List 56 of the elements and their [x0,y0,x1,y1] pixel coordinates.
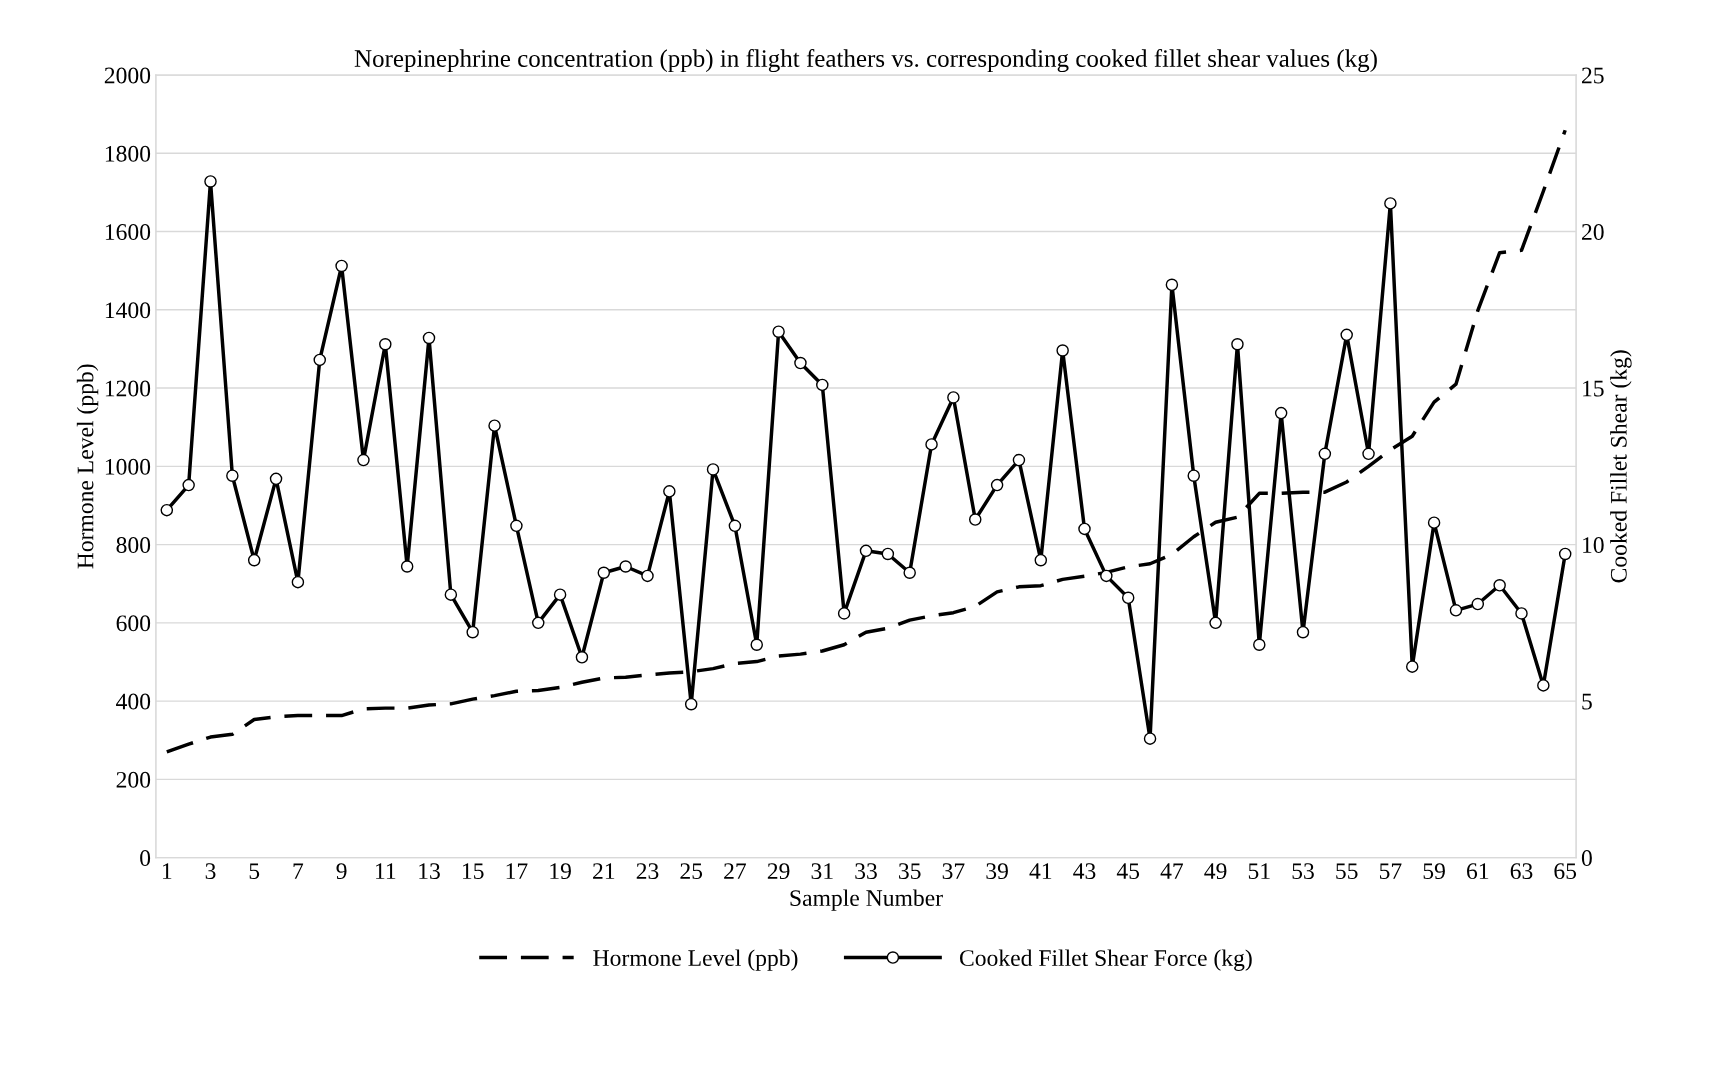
x-tick-label: 41 [1029,863,1052,879]
y-tick-label: 200 [116,771,151,788]
y2-tick-label: 5 [1582,693,1592,710]
y-tick-label: 2000 [104,67,151,84]
legend-label: Cooked Fillet Shear Force (kg) [959,949,1252,971]
x-tick-label: 63 [1510,863,1533,880]
x-tick-label: 19 [550,863,571,880]
x-tick-label: 47 [1160,863,1184,879]
y2-tick-label: 25 [1582,67,1604,84]
x-tick-label: 43 [1073,863,1096,880]
x-tick-label: 23 [636,863,659,880]
chart-title: Norepinephrine concentration (ppb) in flight feathers vs. corresponding cooked fillet shear values (kg) [354,49,1377,73]
x-tick-label: 21 [593,863,615,879]
y-tick-label: 800 [116,537,151,553]
x-tick-label: 9 [336,863,347,880]
y-axis-title: Hormone Level (ppb) [76,364,99,569]
x-tick-label: 53 [1292,863,1314,880]
x-tick-label: 3 [205,863,216,880]
y-tick-label: 1800 [105,145,151,162]
x-tick-label: 35 [899,863,921,880]
x-tick-label: 33 [855,863,877,880]
x-tick-label: 61 [1467,863,1489,880]
x-tick-label: 13 [419,863,440,880]
y2-axis-title: Cooked Fillet Shear (kg) [1610,350,1632,583]
x-axis-title: Sample Number [790,889,943,911]
y-tick-label: 1000 [105,458,151,475]
x-tick-label: 37 [942,863,965,880]
y2-tick-label: 0 [1581,850,1592,867]
x-tick-label: 25 [680,863,703,880]
x-tick-label: 17 [506,863,528,879]
x-tick-label: 55 [1336,863,1358,880]
x-tick-label: 29 [767,863,790,880]
y-tick-label: 1600 [105,224,151,240]
y-tick-label: 600 [116,615,151,632]
x-tick-label: 39 [986,863,1008,880]
x-tick-label: 27 [724,863,747,879]
x-tick-label: 31 [811,863,833,880]
y-tick-label: 400 [116,693,151,710]
y-tick-label: 1400 [105,302,151,319]
x-tick-label: 49 [1204,863,1227,880]
y2-tick-label: 10 [1583,537,1604,553]
x-tick-label: 65 [1554,863,1577,880]
y-tick-label: 1200 [105,380,151,397]
y2-tick-label: 15 [1583,380,1604,397]
x-tick-label: 7 [293,863,304,879]
x-tick-label: 45 [1116,863,1140,880]
x-tick-label: 51 [1248,863,1270,880]
y-tick-label: 0 [140,850,151,867]
y2-tick-label: 20 [1582,224,1604,240]
legend-label: Hormone Level (ppb) [593,949,798,971]
x-tick-label: 11 [376,863,396,879]
x-tick-label: 5 [249,863,260,880]
x-tick-label: 1 [162,863,172,879]
x-tick-label: 57 [1379,863,1402,880]
x-tick-label: 15 [462,863,484,880]
x-tick-label: 59 [1423,863,1445,880]
